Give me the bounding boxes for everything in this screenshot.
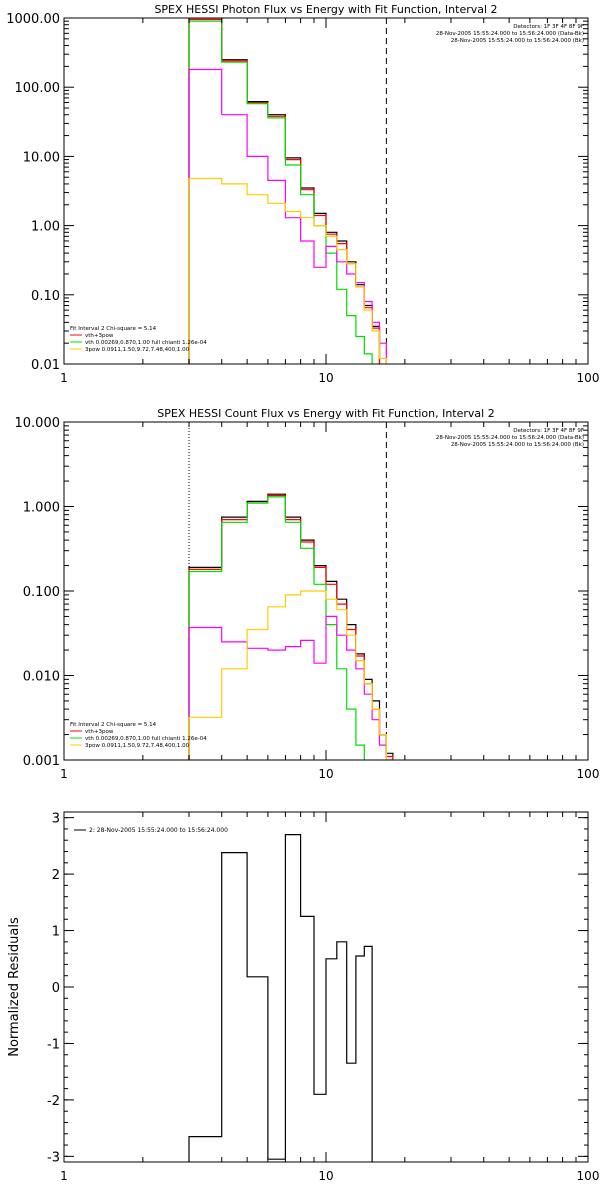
series-line-2 xyxy=(188,18,381,364)
y-tick-label: 3 xyxy=(52,812,60,827)
x-tick-label: 10 xyxy=(318,371,333,385)
chart-title: SPEX HESSI Count Flux vs Energy with Fit… xyxy=(157,407,494,420)
series-line-5 xyxy=(188,177,387,364)
series-line-1 xyxy=(188,834,373,1162)
y-tick-label: -3 xyxy=(47,1150,60,1165)
y-tick-label: -1 xyxy=(47,1037,60,1052)
info-left-line: vth 0.00269,0.870,1.00 full chianti 1.26… xyxy=(85,736,207,742)
y-tick-label: 1000.00 xyxy=(6,12,60,27)
y-tick-label: 100.00 xyxy=(15,81,61,96)
x-tick-label: 1 xyxy=(60,371,68,385)
chart-title: SPEX HESSI Photon Flux vs Energy with Fi… xyxy=(154,3,497,16)
y-tick-label: 0.001 xyxy=(23,754,60,769)
x-tick-label: 10 xyxy=(318,1169,333,1183)
series-line-3 xyxy=(188,496,365,760)
x-tick-label: 1 xyxy=(60,767,68,781)
y-tick-label: 10.000 xyxy=(15,416,61,431)
info-right-line: 28-Nov-2005 15:55:24.000 to 15:56:24.000… xyxy=(436,31,584,37)
y-tick-label: 0 xyxy=(52,981,60,996)
info-left-line: Fit Interval 2 Chi-square = 5.14 xyxy=(70,722,157,728)
info-left-line: vth+3pow xyxy=(85,333,114,339)
info-left-line: 3pow 0.0911,1.50,9.72,7.48,400,1.00 xyxy=(85,347,190,353)
info-right-line: 28-Nov-2005 15:55:24.000 to 15:56:24.000… xyxy=(436,435,584,441)
y-tick-label: 1 xyxy=(52,925,60,940)
legend-label: 2: 28-Nov-2005 15:55:24.000 to 15:56:24.… xyxy=(89,827,228,834)
y-tick-label: 1.00 xyxy=(31,220,60,235)
series-group xyxy=(188,834,373,1162)
y-tick-label: 1.000 xyxy=(23,501,60,516)
series-line-5 xyxy=(188,590,394,760)
y-axis-label: Normalized Residuals xyxy=(7,917,22,1057)
series-line-4 xyxy=(188,68,387,364)
chart-1: SPEX HESSI Photon Flux vs Energy with Fi… xyxy=(6,3,600,385)
y-tick-label: 0.010 xyxy=(23,670,60,685)
series-group xyxy=(188,493,394,760)
info-left-line: Fit Interval 2 Chi-square = 5.14 xyxy=(70,326,157,332)
info-left-line: 3pow 0.0911,1.50,9.72,7.48,400,1.00 xyxy=(85,743,190,749)
y-tick-label: -2 xyxy=(47,1094,60,1109)
info-right-line: 28-Nov-2005 15:55:24.000 to 15:56:24.000… xyxy=(451,442,584,448)
series-group xyxy=(188,18,387,364)
x-tick-label: 1 xyxy=(60,1169,68,1183)
y-tick-label: 10.00 xyxy=(23,150,60,165)
info-right-line: 28-Nov-2005 15:55:24.000 to 15:56:24.000… xyxy=(451,38,584,44)
series-line-1 xyxy=(188,18,381,364)
series-line-4 xyxy=(188,615,394,760)
x-tick-label: 10 xyxy=(318,767,333,781)
info-left-line: vth+3pow xyxy=(85,729,114,735)
y-tick-label: 0.10 xyxy=(31,289,60,304)
series-line-2 xyxy=(188,494,394,760)
x-tick-label: 100 xyxy=(577,767,600,781)
series-line-3 xyxy=(188,20,373,364)
x-tick-label: 100 xyxy=(577,1169,600,1183)
plot-frame xyxy=(63,17,589,365)
series-line-1 xyxy=(188,493,394,760)
y-tick-label: 2 xyxy=(52,868,60,883)
info-left-line: vth 0.00269,0.870,1.00 full chianti 1.26… xyxy=(85,340,207,346)
x-tick-label: 100 xyxy=(577,371,600,385)
info-right-line: Detectors: 1F 3F 4F 8F 9F xyxy=(513,24,584,30)
chart-2: SPEX HESSI Count Flux vs Energy with Fit… xyxy=(15,407,600,781)
info-right-line: Detectors: 1F 3F 4F 8F 9F xyxy=(513,428,584,434)
y-tick-label: 0.01 xyxy=(31,358,60,373)
y-tick-label: 0.100 xyxy=(23,585,60,600)
